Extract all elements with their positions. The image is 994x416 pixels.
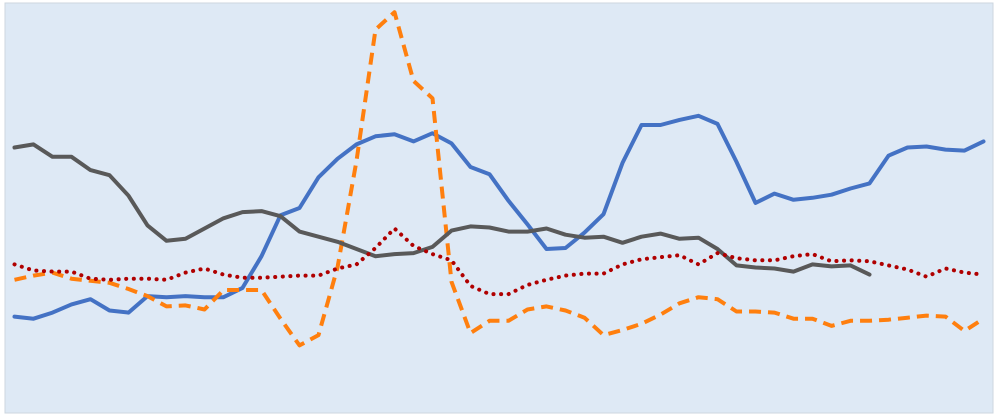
series-line-4 — [12, 226, 986, 297]
series-line-2 — [14, 10, 985, 348]
series-layer — [12, 10, 986, 348]
series-line-3 — [12, 142, 872, 277]
plot-background — [4, 2, 994, 414]
series-line-1 — [12, 113, 986, 321]
